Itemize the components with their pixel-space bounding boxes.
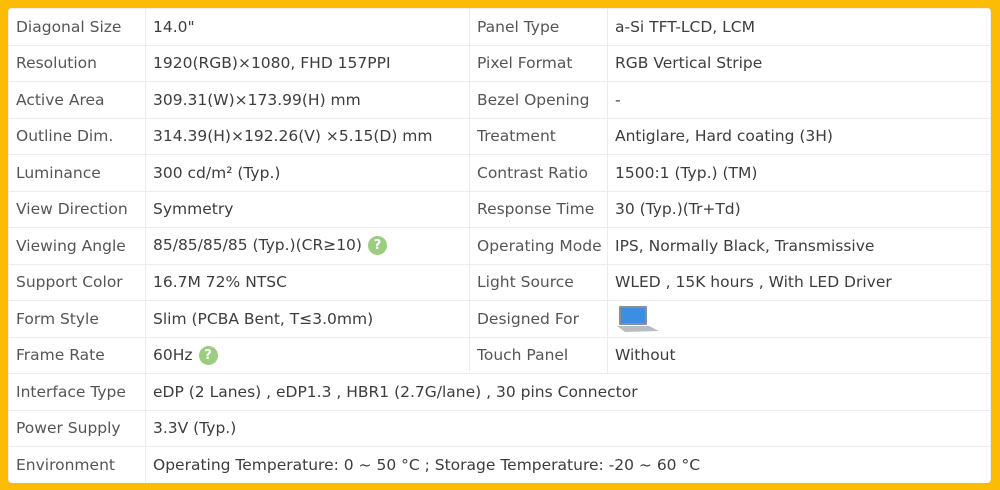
spec-label: Environment: [8, 446, 146, 483]
spec-value: a-Si TFT-LCD, LCM: [607, 8, 991, 46]
spec-value-text: 3.3V (Typ.): [153, 419, 237, 438]
spec-label: Resolution: [8, 44, 146, 82]
laptop-icon: [617, 305, 659, 332]
spec-value: Operating Temperature: 0 ~ 50 °C ; Stora…: [145, 446, 991, 483]
spec-row: Form Style Slim (PCBA Bent, T≤3.0mm) Desig…: [8, 300, 991, 338]
spec-value: [607, 300, 991, 338]
spec-row: Support Color 16.7M 72% NTSC Light Source W…: [8, 263, 991, 301]
spec-value: IPS, Normally Black, Transmissive: [607, 227, 991, 265]
spec-value: Slim (PCBA Bent, T≤3.0mm): [145, 300, 470, 338]
spec-value: 300 cd/m² (Typ.): [145, 154, 470, 192]
spec-label: Luminance: [8, 154, 146, 192]
spec-value-text: 309.31(W)×173.99(H) mm: [153, 90, 361, 109]
spec-value: WLED , 15K hours , With LED Driver: [607, 263, 991, 301]
spec-row: Viewing Angle 85/85/85/85 (Typ.)(CR≥10)? O…: [8, 227, 991, 265]
spec-value-text: 16.7M 72% NTSC: [153, 273, 287, 292]
spec-value: RGB Vertical Stripe: [607, 44, 991, 82]
spec-row: Luminance 300 cd/m² (Typ.) Contrast Ratio 1…: [8, 154, 991, 192]
spec-value: 14.0": [145, 8, 470, 46]
spec-row: Frame Rate 60Hz? Touch Panel Without: [8, 336, 991, 374]
spec-label: Touch Panel: [469, 336, 608, 374]
spec-row: Power Supply 3.3V (Typ.): [8, 409, 991, 447]
spec-label: Designed For: [469, 300, 608, 338]
spec-value: eDP (2 Lanes) , eDP1.3 , HBR1 (2.7G/lane…: [145, 373, 991, 411]
spec-value-text: Slim (PCBA Bent, T≤3.0mm): [153, 309, 374, 328]
spec-table-frame: Diagonal Size 14.0" Panel Type a-Si TFT-LCD…: [8, 8, 991, 483]
spec-value: -: [607, 81, 991, 119]
spec-label: View Direction: [8, 190, 146, 228]
spec-row: Outline Dim. 314.39(H)×192.26(V) ×5.15(D)…: [8, 117, 991, 155]
spec-value: 60Hz?: [145, 336, 470, 374]
spec-label: Contrast Ratio: [469, 154, 608, 192]
spec-label: Interface Type: [8, 373, 146, 411]
spec-label: Diagonal Size: [8, 8, 146, 46]
spec-label: Viewing Angle: [8, 227, 146, 265]
spec-label: Pixel Format: [469, 44, 608, 82]
spec-value: 1920(RGB)×1080, FHD 157PPI: [145, 44, 470, 82]
spec-value: Symmetry: [145, 190, 470, 228]
spec-value: 3.3V (Typ.): [145, 409, 991, 447]
spec-label: Outline Dim.: [8, 117, 146, 155]
spec-label: Panel Type: [469, 8, 608, 46]
spec-label: Bezel Opening: [469, 81, 608, 119]
spec-row: Diagonal Size 14.0" Panel Type a-Si TFT-LCD…: [8, 8, 991, 46]
spec-label: Frame Rate: [8, 336, 146, 374]
spec-value: 16.7M 72% NTSC: [145, 263, 470, 301]
spec-row: Active Area 309.31(W)×173.99(H) mm Bezel O…: [8, 81, 991, 119]
spec-label: Operating Mode: [469, 227, 608, 265]
spec-value: 1500:1 (Typ.) (TM): [607, 154, 991, 192]
spec-value: Without: [607, 336, 991, 374]
help-icon[interactable]: ?: [367, 236, 387, 256]
spec-value: Antiglare, Hard coating (3H): [607, 117, 991, 155]
spec-value: 314.39(H)×192.26(V) ×5.15(D) mm: [145, 117, 470, 155]
spec-value: 309.31(W)×173.99(H) mm: [145, 81, 470, 119]
spec-label: Light Source: [469, 263, 608, 301]
spec-label: Support Color: [8, 263, 146, 301]
spec-label: Active Area: [8, 81, 146, 119]
spec-value: 85/85/85/85 (Typ.)(CR≥10)?: [145, 227, 470, 265]
spec-row: Environment Operating Temperature: 0 ~ 50…: [8, 446, 991, 483]
spec-value: 30 (Typ.)(Tr+Td): [607, 190, 991, 228]
spec-label: Treatment: [469, 117, 608, 155]
spec-row: Interface Type eDP (2 Lanes) , eDP1.3 , H…: [8, 373, 991, 411]
spec-table: Diagonal Size 14.0" Panel Type a-Si TFT-LCD…: [8, 8, 991, 483]
help-icon[interactable]: ?: [198, 345, 218, 365]
spec-value-text: 14.0": [153, 17, 195, 36]
spec-value-text: Operating Temperature: 0 ~ 50 °C ; Stora…: [153, 455, 701, 474]
spec-value-text: 314.39(H)×192.26(V) ×5.15(D) mm: [153, 127, 433, 146]
spec-label: Form Style: [8, 300, 146, 338]
spec-row: View Direction Symmetry Response Time 30 (T…: [8, 190, 991, 228]
spec-row: Resolution 1920(RGB)×1080, FHD 157PPI Pixe…: [8, 44, 991, 82]
spec-label: Response Time: [469, 190, 608, 228]
spec-value-text: eDP (2 Lanes) , eDP1.3 , HBR1 (2.7G/lane…: [153, 382, 638, 401]
spec-value-text: 300 cd/m² (Typ.): [153, 163, 281, 182]
spec-value-text: 1920(RGB)×1080, FHD 157PPI: [153, 54, 391, 73]
spec-value-text: 85/85/85/85 (Typ.)(CR≥10): [153, 236, 362, 255]
spec-value-text: Symmetry: [153, 200, 234, 219]
spec-value-text: 60Hz: [153, 345, 193, 364]
spec-label: Power Supply: [8, 409, 146, 447]
